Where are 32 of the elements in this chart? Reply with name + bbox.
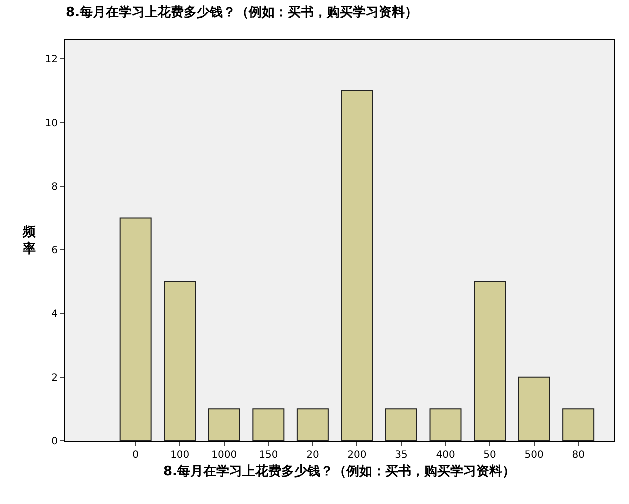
y-axis-title: 频率 — [22, 225, 37, 257]
x-tick-label: 100 — [170, 450, 190, 461]
y-tick-label: 2 — [52, 372, 58, 384]
x-tick-label: 80 — [572, 450, 585, 461]
x-tick-label: 35 — [395, 450, 408, 461]
x-axis-title: 8.每月在学习上花费多少钱？（例如：买书，购买学习资料） — [164, 464, 516, 480]
x-tick-label: 150 — [259, 450, 278, 461]
y-tick-label: 8 — [52, 182, 58, 193]
bar — [120, 218, 152, 441]
bar — [385, 408, 418, 441]
bar — [208, 408, 240, 441]
bar — [252, 408, 285, 441]
y-tick-label: 10 — [45, 118, 58, 130]
bar — [474, 281, 506, 441]
x-tick-label: 200 — [348, 450, 367, 461]
chart-title: 8.每月在学习上花费多少钱？（例如：买书，购买学习资料） — [66, 6, 418, 21]
bar — [430, 408, 462, 441]
x-tick-label: 0 — [132, 450, 140, 461]
y-tick-label: 0 — [52, 436, 58, 448]
y-tick-label: 12 — [45, 54, 58, 66]
x-tick-label: 20 — [306, 450, 320, 461]
bar — [296, 408, 329, 441]
bar — [518, 376, 550, 441]
x-tick-label: 50 — [484, 450, 496, 461]
y-tick-label: 4 — [52, 309, 58, 320]
y-tick-label: 6 — [52, 246, 58, 257]
x-tick-label: 500 — [524, 450, 544, 461]
x-tick-label: 400 — [436, 450, 456, 461]
bar — [164, 281, 196, 441]
bar — [562, 408, 595, 441]
x-tick-label: 1000 — [212, 450, 238, 461]
bar — [341, 90, 374, 441]
